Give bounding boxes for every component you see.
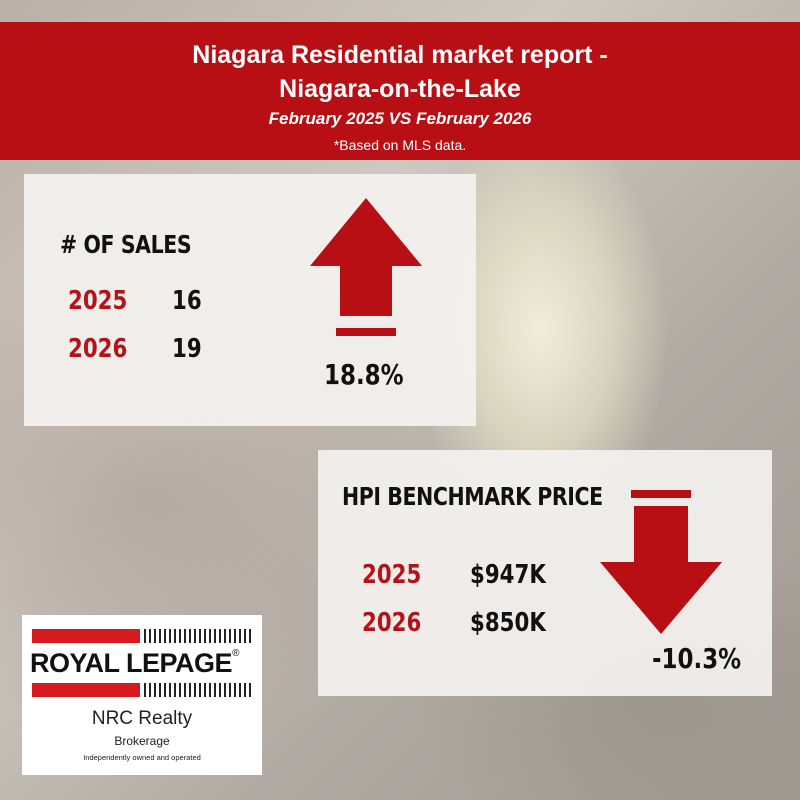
sales-value-2026: 19 — [172, 334, 202, 364]
up-arrow-icon — [310, 198, 422, 336]
logo-red-bar-top — [32, 629, 140, 643]
down-arrow-icon — [600, 490, 722, 634]
hpi-change: -10.3% — [652, 642, 742, 675]
hpi-card: HPI BENCHMARK PRICE 2025 $947K 2026 $850… — [318, 450, 772, 696]
sales-year-2025: 2025 — [68, 286, 128, 316]
logo-tagline: Independently owned and operated — [83, 753, 201, 762]
report-header: Niagara Residential market report - Niag… — [0, 22, 800, 160]
hpi-heading: HPI BENCHMARK PRICE — [342, 482, 603, 511]
logo-tick-bar-bottom — [144, 683, 254, 697]
sales-change: 18.8% — [324, 358, 404, 391]
hpi-value-2026: $850K — [470, 608, 546, 638]
data-source-note: *Based on MLS data. — [333, 137, 467, 153]
report-title-line1: Niagara Residential market report - — [192, 41, 608, 69]
sales-heading: # OF SALES — [60, 230, 192, 259]
hpi-value-2025: $947K — [470, 560, 546, 590]
hpi-year-2025: 2025 — [362, 560, 422, 590]
royal-lepage-logo: ROYAL LEPAGE® NRC Realty Brokerage Indep… — [22, 615, 262, 775]
report-period: February 2025 VS February 2026 — [268, 109, 532, 128]
sales-card: # OF SALES 2025 16 2026 19 18.8% — [24, 174, 476, 426]
sales-year-2026: 2026 — [68, 334, 128, 364]
logo-brokerage: Brokerage — [114, 734, 170, 748]
hpi-year-2026: 2026 — [362, 608, 422, 638]
logo-tick-bar-top — [144, 629, 254, 643]
sales-value-2025: 16 — [172, 286, 202, 316]
logo-brand: ROYAL LEPAGE® — [30, 648, 239, 678]
report-title-line2: Niagara-on-the-Lake — [279, 75, 521, 103]
logo-red-bar-bottom — [32, 683, 140, 697]
logo-office-name: NRC Realty — [91, 708, 193, 729]
